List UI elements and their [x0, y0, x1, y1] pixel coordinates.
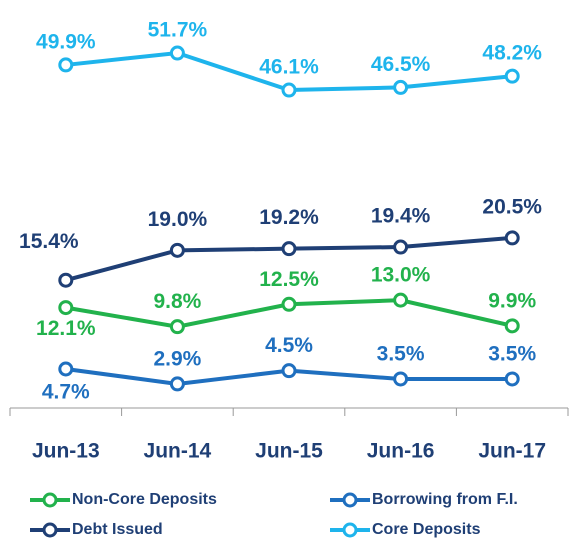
data-label: 2.9% — [153, 347, 201, 370]
data-label: 51.7% — [148, 19, 208, 42]
point — [281, 296, 297, 312]
point — [504, 68, 520, 84]
data-label: 4.7% — [42, 381, 90, 404]
data-label: 48.2% — [482, 42, 542, 65]
legend-label: Core Deposits — [372, 521, 481, 538]
point — [58, 300, 74, 316]
legend-marker — [42, 492, 58, 508]
legend-marker — [342, 522, 358, 538]
data-label: 12.1% — [36, 317, 96, 340]
point — [169, 319, 185, 335]
point — [281, 82, 297, 98]
point — [169, 376, 185, 392]
point — [393, 292, 409, 308]
x-tick-label: Jun-14 — [144, 440, 212, 463]
point — [393, 371, 409, 387]
point — [393, 79, 409, 95]
x-tick-label: Jun-15 — [255, 440, 323, 463]
data-label: 46.1% — [259, 56, 319, 79]
data-label: 46.5% — [371, 53, 431, 76]
point — [393, 239, 409, 255]
legend-label: Non-Core Deposits — [72, 491, 217, 508]
data-label: 9.8% — [153, 290, 201, 313]
data-label: 3.5% — [488, 343, 536, 366]
point — [58, 361, 74, 377]
data-label: 19.2% — [259, 206, 319, 229]
data-label: 9.9% — [488, 289, 536, 312]
data-label: 19.0% — [148, 208, 208, 231]
point — [58, 57, 74, 73]
legend-label: Borrowing from F.I. — [372, 491, 518, 508]
point — [281, 241, 297, 257]
legend-marker — [42, 522, 58, 538]
point — [504, 230, 520, 246]
data-label: 4.5% — [265, 334, 313, 357]
point — [504, 318, 520, 334]
point — [58, 272, 74, 288]
data-label: 49.9% — [36, 30, 96, 53]
data-label: 12.5% — [259, 268, 319, 291]
data-label: 20.5% — [482, 195, 542, 218]
data-label: 3.5% — [377, 343, 425, 366]
data-label: 15.4% — [19, 230, 79, 253]
x-tick-label: Jun-13 — [32, 440, 100, 463]
legend-marker — [342, 492, 358, 508]
point — [281, 363, 297, 379]
point — [504, 371, 520, 387]
x-tick-label: Jun-17 — [478, 440, 546, 463]
data-label: 19.4% — [371, 205, 431, 228]
legend-label: Debt Issued — [72, 521, 163, 538]
point — [169, 45, 185, 61]
point — [169, 242, 185, 258]
x-tick-label: Jun-16 — [367, 440, 435, 463]
data-label: 13.0% — [371, 264, 431, 287]
